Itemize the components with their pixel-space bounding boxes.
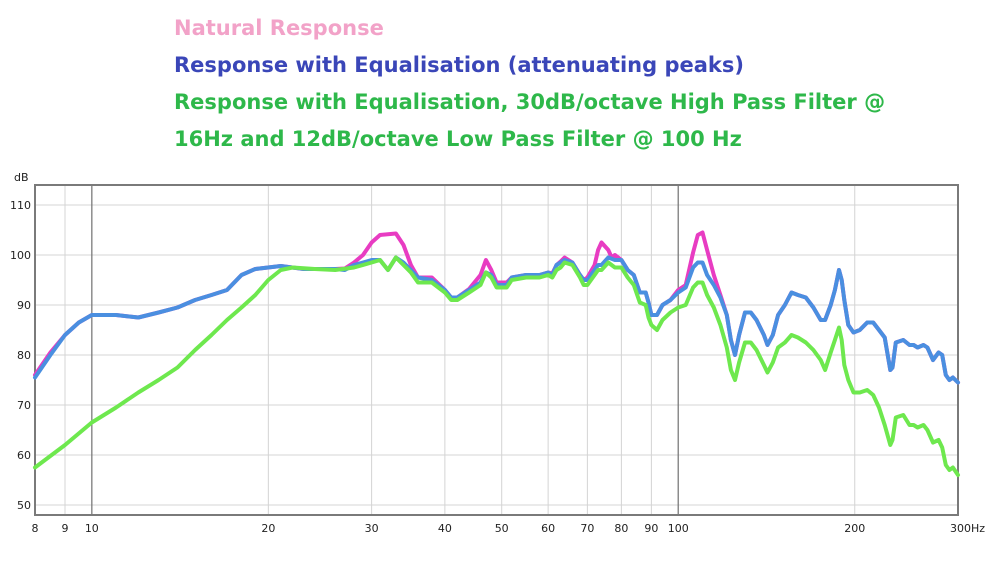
y-tick-label: 110 <box>10 199 31 212</box>
legend-filtered-response-line2: 16Hz and 12dB/octave Low Pass Filter @ 1… <box>174 127 742 151</box>
plot-frame <box>34 184 959 516</box>
y-tick-label: 80 <box>17 349 31 362</box>
x-tick-label: 40 <box>438 522 452 535</box>
x-tick-label: 10 <box>85 522 99 535</box>
grid <box>34 185 959 515</box>
legend-natural-response: Natural Response <box>174 16 384 40</box>
legend-eq-response: Response with Equalisation (attenuating … <box>174 53 744 77</box>
x-tick-label: 50 <box>495 522 509 535</box>
x-tick-label: 20 <box>261 522 275 535</box>
x-tick-label: 300Hz <box>950 522 985 535</box>
x-tick-label: 8 <box>32 522 39 535</box>
x-tick-label: 90 <box>644 522 658 535</box>
x-tick-label: 9 <box>61 522 68 535</box>
legend-filtered-response-line1: Response with Equalisation, 30dB/octave … <box>174 90 886 114</box>
x-tick-label: 60 <box>541 522 555 535</box>
y-tick-label: 70 <box>17 399 31 412</box>
y-tick-label: 60 <box>17 449 31 462</box>
series <box>33 230 960 477</box>
axis-labels: 50 60 70 80 90 100 110 8 9 10 20 30 40 50 60 70 80 90 100 2… <box>10 199 985 535</box>
x-tick-label: 80 <box>614 522 628 535</box>
series-line-filtered-line <box>33 255 960 477</box>
chart-legend: Natural Response Response with Equalisat… <box>174 10 885 158</box>
y-axis-label: dB <box>14 171 29 184</box>
series-line-eq-line <box>33 255 960 385</box>
y-tick-label: 100 <box>10 249 31 262</box>
x-tick-label: 70 <box>580 522 594 535</box>
x-tick-label: 30 <box>365 522 379 535</box>
y-tick-label: 90 <box>17 299 31 312</box>
x-tick-label: 200 <box>844 522 865 535</box>
x-tick-label: 100 <box>668 522 689 535</box>
y-tick-label: 50 <box>17 499 31 512</box>
